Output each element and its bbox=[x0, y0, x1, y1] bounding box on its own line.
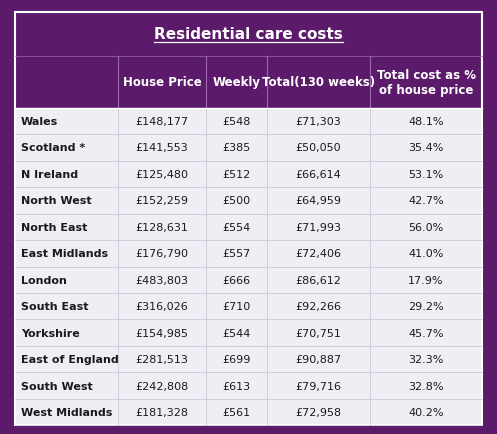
Text: £281,513: £281,513 bbox=[136, 354, 188, 364]
Text: 29.2%: 29.2% bbox=[408, 302, 444, 312]
Text: East of England: East of England bbox=[21, 354, 119, 364]
Text: £500: £500 bbox=[223, 196, 251, 206]
Text: £128,631: £128,631 bbox=[136, 222, 188, 232]
Bar bbox=[15, 399, 482, 425]
Bar bbox=[15, 293, 482, 320]
Text: £71,303: £71,303 bbox=[296, 117, 341, 127]
Text: 56.0%: 56.0% bbox=[409, 222, 444, 232]
Text: £561: £561 bbox=[223, 407, 251, 417]
Bar bbox=[15, 214, 482, 240]
Text: £176,790: £176,790 bbox=[136, 249, 188, 259]
Text: £512: £512 bbox=[223, 170, 251, 180]
Bar bbox=[15, 240, 482, 267]
Bar bbox=[15, 135, 482, 161]
Text: Yorkshire: Yorkshire bbox=[21, 328, 80, 338]
Text: £71,993: £71,993 bbox=[296, 222, 341, 232]
Text: £125,480: £125,480 bbox=[136, 170, 188, 180]
Text: 40.2%: 40.2% bbox=[408, 407, 444, 417]
Text: £141,553: £141,553 bbox=[136, 143, 188, 153]
Text: London: London bbox=[21, 275, 67, 285]
Text: South East: South East bbox=[21, 302, 88, 312]
Text: 17.9%: 17.9% bbox=[408, 275, 444, 285]
Bar bbox=[15, 346, 482, 372]
Text: North West: North West bbox=[21, 196, 91, 206]
Text: 32.3%: 32.3% bbox=[409, 354, 444, 364]
Text: Total(130 weeks): Total(130 weeks) bbox=[262, 76, 375, 89]
Text: £90,887: £90,887 bbox=[296, 354, 341, 364]
Text: £554: £554 bbox=[223, 222, 251, 232]
Bar bbox=[15, 108, 482, 135]
Text: Total cost as %
of house price: Total cost as % of house price bbox=[377, 69, 476, 96]
Text: £50,050: £50,050 bbox=[296, 143, 341, 153]
Text: 48.1%: 48.1% bbox=[408, 117, 444, 127]
Text: £557: £557 bbox=[223, 249, 251, 259]
Text: 35.4%: 35.4% bbox=[409, 143, 444, 153]
Text: £152,259: £152,259 bbox=[136, 196, 188, 206]
Text: £699: £699 bbox=[223, 354, 251, 364]
Text: 41.0%: 41.0% bbox=[409, 249, 444, 259]
Text: 45.7%: 45.7% bbox=[408, 328, 444, 338]
Bar bbox=[15, 56, 482, 108]
Text: £148,177: £148,177 bbox=[136, 117, 189, 127]
Text: West Midlands: West Midlands bbox=[21, 407, 112, 417]
Text: Wales: Wales bbox=[21, 117, 58, 127]
Text: £154,985: £154,985 bbox=[136, 328, 188, 338]
Bar bbox=[15, 13, 482, 56]
Text: £544: £544 bbox=[223, 328, 251, 338]
Text: 32.8%: 32.8% bbox=[408, 381, 444, 391]
Bar bbox=[15, 372, 482, 399]
Text: £385: £385 bbox=[223, 143, 251, 153]
Text: N Ireland: N Ireland bbox=[21, 170, 78, 180]
Text: £72,958: £72,958 bbox=[296, 407, 341, 417]
Bar bbox=[15, 267, 482, 293]
Text: 42.7%: 42.7% bbox=[408, 196, 444, 206]
Text: Residential care costs: Residential care costs bbox=[154, 27, 343, 42]
Text: £242,808: £242,808 bbox=[136, 381, 189, 391]
Text: £64,959: £64,959 bbox=[296, 196, 341, 206]
Text: £72,406: £72,406 bbox=[296, 249, 341, 259]
Text: £666: £666 bbox=[223, 275, 251, 285]
Bar bbox=[15, 161, 482, 187]
Text: East Midlands: East Midlands bbox=[21, 249, 108, 259]
Text: £79,716: £79,716 bbox=[296, 381, 341, 391]
Text: Scotland *: Scotland * bbox=[21, 143, 85, 153]
Bar bbox=[15, 320, 482, 346]
Text: £710: £710 bbox=[223, 302, 251, 312]
Text: House Price: House Price bbox=[123, 76, 201, 89]
Bar bbox=[15, 187, 482, 214]
Text: £70,751: £70,751 bbox=[296, 328, 341, 338]
Text: North East: North East bbox=[21, 222, 87, 232]
Text: £548: £548 bbox=[223, 117, 251, 127]
Text: £613: £613 bbox=[223, 381, 251, 391]
Text: £483,803: £483,803 bbox=[136, 275, 188, 285]
Text: £316,026: £316,026 bbox=[136, 302, 188, 312]
Text: 53.1%: 53.1% bbox=[409, 170, 444, 180]
Text: £86,612: £86,612 bbox=[296, 275, 341, 285]
Text: South West: South West bbox=[21, 381, 92, 391]
Text: Weekly: Weekly bbox=[213, 76, 261, 89]
Text: £66,614: £66,614 bbox=[296, 170, 341, 180]
Text: £181,328: £181,328 bbox=[136, 407, 188, 417]
Text: £92,266: £92,266 bbox=[296, 302, 341, 312]
